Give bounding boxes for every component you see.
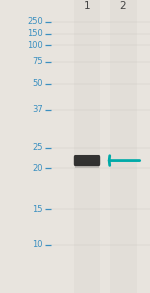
- Bar: [75, 159, 99, 161]
- Text: 100: 100: [27, 41, 43, 50]
- Text: 15: 15: [32, 205, 43, 214]
- Bar: [75, 155, 99, 156]
- Bar: [75, 161, 99, 162]
- Bar: [75, 157, 99, 158]
- Text: 37: 37: [32, 105, 43, 114]
- Bar: [75, 165, 99, 166]
- Text: 25: 25: [32, 144, 43, 152]
- Bar: [75, 164, 99, 165]
- Text: 1: 1: [84, 1, 90, 11]
- Bar: [75, 166, 99, 168]
- Bar: [75, 162, 99, 163]
- Bar: [75, 156, 99, 157]
- Text: 75: 75: [32, 57, 43, 66]
- Text: 10: 10: [32, 240, 43, 249]
- Bar: [75, 154, 99, 155]
- Text: 250: 250: [27, 18, 43, 26]
- Bar: [74, 0, 100, 293]
- Text: 2: 2: [120, 1, 126, 11]
- FancyBboxPatch shape: [74, 155, 100, 166]
- Text: 50: 50: [32, 79, 43, 88]
- Bar: [75, 158, 99, 159]
- Bar: [75, 163, 99, 164]
- Text: 20: 20: [32, 164, 43, 173]
- Text: 150: 150: [27, 29, 43, 38]
- Bar: [110, 0, 136, 293]
